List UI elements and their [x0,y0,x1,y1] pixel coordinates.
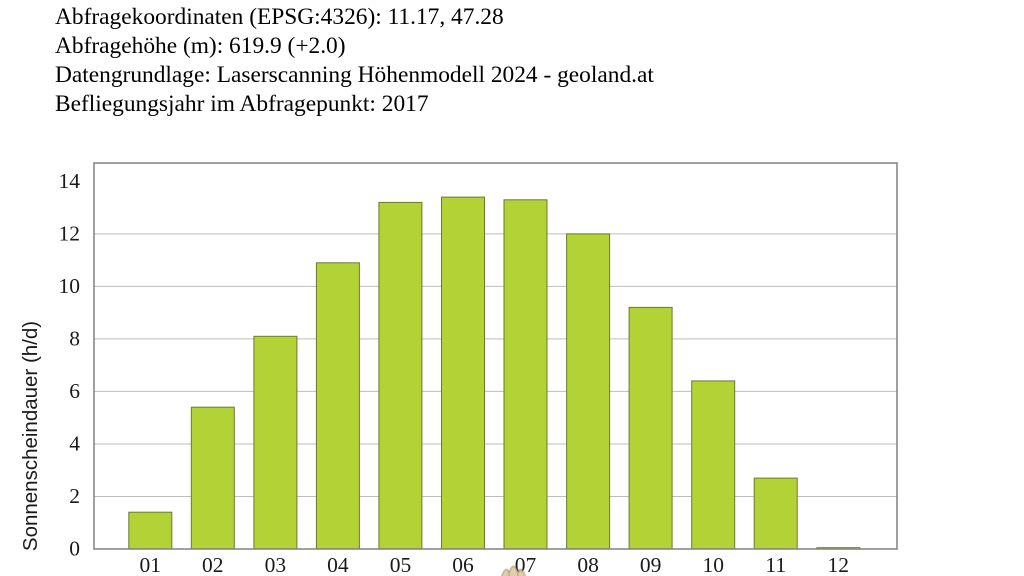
svg-text:Sonnenscheindauer (h/d): Sonnenscheindauer (h/d) [19,321,42,551]
svg-text:05: 05 [390,553,412,576]
svg-text:01: 01 [140,553,162,576]
svg-text:4: 4 [69,432,80,456]
svg-text:02: 02 [202,553,224,576]
svg-text:6: 6 [69,379,80,403]
svg-text:12: 12 [828,553,850,576]
svg-text:14: 14 [59,169,81,193]
svg-text:09: 09 [640,553,662,576]
svg-text:12: 12 [59,222,81,246]
svg-text:08: 08 [577,553,599,576]
svg-text:03: 03 [265,553,287,576]
svg-text:04: 04 [327,553,349,576]
svg-text:8: 8 [69,327,80,351]
svg-text:0: 0 [69,537,80,561]
svg-text:10: 10 [702,553,724,576]
svg-text:06: 06 [452,553,474,576]
svg-text:10: 10 [59,274,81,298]
svg-text:11: 11 [765,553,786,576]
svg-text:2: 2 [69,484,80,508]
